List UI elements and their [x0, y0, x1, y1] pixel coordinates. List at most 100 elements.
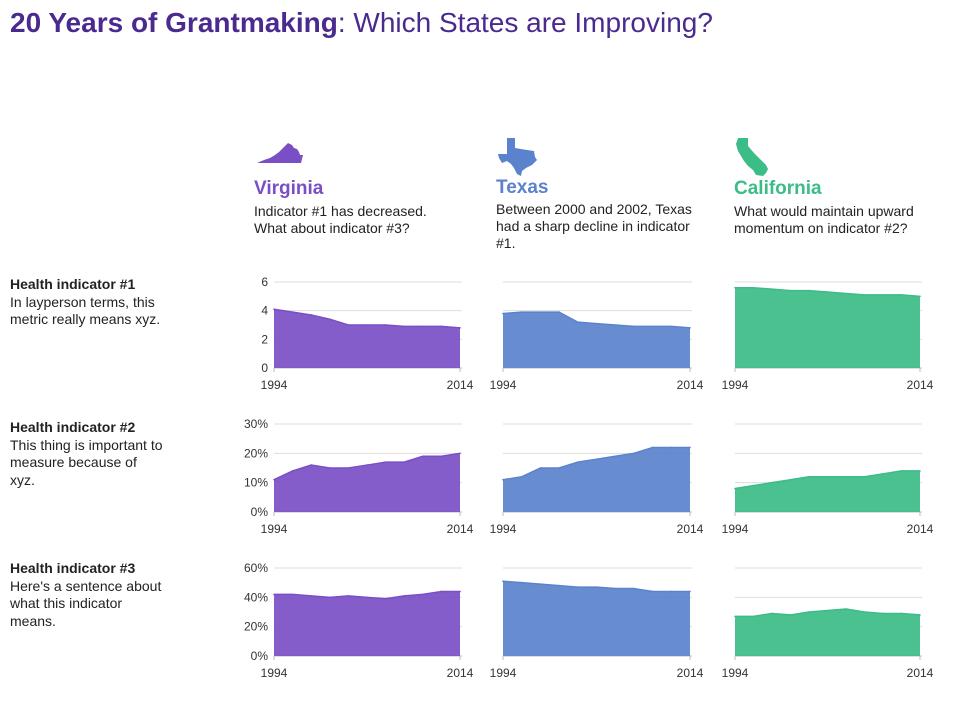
point-virginia-indicator-1-6 [384, 324, 387, 326]
point-virginia-indicator-1-5 [366, 324, 368, 326]
point-california-indicator-2-7 [863, 476, 866, 478]
x-tick-label-texas-indicator-1-0: 1994 [490, 378, 517, 392]
point-texas-indicator-2-3 [558, 467, 560, 469]
x-tick-label-virginia-indicator-1-0: 1994 [261, 378, 288, 392]
y-tick-label-virginia-indicator-1-3: 6 [261, 275, 268, 289]
point-texas-indicator-2-5 [595, 458, 598, 461]
state-name-texas: Texas [496, 177, 549, 198]
point-virginia-indicator-2-3 [329, 467, 331, 469]
x-tick-label-virginia-indicator-1-1: 2014 [447, 378, 474, 392]
area-virginia-indicator-1 [274, 309, 460, 368]
y-tick-label-virginia-indicator-3-3: 60% [244, 561, 268, 575]
chart-texas-indicator-2: 1994 2014 [490, 423, 704, 536]
point-virginia-indicator-2-1 [291, 470, 294, 472]
point-texas-indicator-3-1 [520, 581, 523, 584]
x-tick-label-california-indicator-3-0: 1994 [722, 666, 749, 680]
x-tick-label-california-indicator-1-0: 1994 [722, 378, 749, 392]
point-california-indicator-1-1 [752, 286, 755, 289]
state-description-texas: Between 2000 and 2002, Texas had a sharp… [496, 201, 692, 251]
point-texas-indicator-2-0 [502, 478, 504, 481]
y-tick-label-virginia-indicator-3-1: 20% [244, 620, 268, 634]
point-california-indicator-2-6 [845, 476, 847, 478]
point-california-indicator-2-1 [752, 484, 755, 487]
point-california-indicator-2-4 [808, 476, 810, 478]
point-virginia-indicator-1-8 [422, 325, 424, 328]
y-tick-label-virginia-indicator-2-0: 0% [251, 505, 269, 519]
indicator-2-title: Health indicator #2 [10, 419, 136, 435]
point-texas-indicator-3-2 [539, 583, 542, 585]
x-tick-label-california-indicator-1-1: 2014 [907, 378, 934, 392]
x-tick-label-texas-indicator-3-0: 1994 [490, 666, 517, 680]
point-california-indicator-1-6 [845, 292, 847, 295]
point-texas-indicator-1-10 [689, 327, 691, 329]
point-virginia-indicator-2-2 [310, 464, 313, 466]
x-tick-label-texas-indicator-2-1: 2014 [677, 522, 704, 536]
point-texas-indicator-3-3 [558, 584, 560, 587]
point-virginia-indicator-3-6 [384, 598, 387, 600]
state-name-virginia: Virginia [254, 178, 324, 199]
state-description-virginia: Indicator #1 has decreased. What about i… [254, 203, 427, 236]
x-tick-label-virginia-indicator-2-1: 2014 [447, 522, 474, 536]
point-california-indicator-1-4 [808, 289, 810, 292]
y-tick-label-virginia-indicator-1-0: 0 [261, 361, 268, 375]
point-virginia-indicator-2-7 [403, 461, 406, 463]
point-virginia-indicator-3-1 [291, 593, 294, 596]
chart-virginia-indicator-1: 0 2 4 6 1994 2014 [261, 275, 474, 392]
point-virginia-indicator-2-8 [422, 455, 424, 458]
point-texas-indicator-1-0 [502, 312, 504, 315]
point-virginia-indicator-3-4 [347, 595, 350, 597]
point-virginia-indicator-3-5 [366, 596, 368, 599]
x-tick-label-texas-indicator-2-0: 1994 [490, 522, 517, 536]
x-tick-label-california-indicator-2-1: 2014 [907, 522, 934, 536]
point-california-indicator-2-9 [900, 470, 903, 472]
point-virginia-indicator-1-10 [459, 327, 461, 329]
y-tick-label-virginia-indicator-3-0: 0% [251, 649, 269, 663]
point-virginia-indicator-3-10 [459, 590, 461, 593]
page-title-subtitle: : Which States are Improving? [337, 7, 713, 38]
point-california-indicator-3-7 [863, 611, 866, 613]
point-california-indicator-2-0 [734, 487, 736, 490]
indicator-1-label: Health indicator #1 In layperson terms, … [10, 276, 165, 329]
point-texas-indicator-2-2 [539, 467, 542, 469]
point-texas-indicator-3-7 [633, 587, 635, 590]
point-virginia-indicator-3-3 [329, 596, 331, 599]
point-california-indicator-2-2 [771, 481, 773, 484]
x-tick-label-virginia-indicator-3-1: 2014 [447, 666, 474, 680]
chart-virginia-indicator-3: 0% 20% 40% 60% 1994 2014 [244, 561, 474, 680]
point-virginia-indicator-2-9 [440, 455, 443, 458]
point-texas-indicator-3-4 [577, 586, 579, 588]
point-virginia-indicator-1-2 [310, 314, 313, 316]
point-virginia-indicator-3-9 [440, 590, 443, 593]
point-texas-indicator-2-10 [689, 446, 691, 449]
point-virginia-indicator-1-1 [291, 311, 294, 313]
point-california-indicator-3-3 [789, 614, 792, 616]
area-virginia-indicator-2 [274, 453, 460, 512]
point-texas-indicator-3-6 [614, 587, 616, 590]
indicator-3-label: Health indicator #3 Here's a sentence ab… [10, 560, 165, 630]
area-texas-indicator-3 [503, 581, 690, 656]
point-california-indicator-3-1 [752, 615, 755, 618]
page-title-main: 20 Years of Grantmaking [10, 7, 338, 38]
area-texas-indicator-2 [503, 447, 690, 512]
point-texas-indicator-2-9 [670, 446, 673, 449]
state-description-california: What would maintain upward momentum on i… [734, 203, 914, 236]
point-virginia-indicator-2-0 [273, 478, 275, 481]
y-tick-label-virginia-indicator-1-1: 2 [261, 332, 268, 346]
point-virginia-indicator-3-0 [273, 593, 275, 596]
point-california-indicator-1-9 [900, 294, 903, 296]
y-tick-label-virginia-indicator-3-2: 40% [244, 590, 268, 604]
point-california-indicator-3-4 [808, 611, 810, 613]
area-california-indicator-1 [735, 287, 920, 368]
indicator-3-description: Here's a sentence about what this indica… [10, 577, 162, 629]
point-california-indicator-2-3 [789, 478, 792, 481]
point-california-indicator-3-8 [882, 612, 884, 615]
point-california-indicator-2-5 [826, 476, 829, 478]
y-tick-label-virginia-indicator-2-2: 20% [244, 446, 268, 460]
point-california-indicator-3-0 [734, 615, 736, 618]
page-title: 20 Years of Grantmaking: Which States ar… [10, 6, 713, 40]
point-california-indicator-2-10 [919, 470, 921, 472]
point-california-indicator-3-10 [919, 614, 921, 616]
point-texas-indicator-1-6 [614, 324, 616, 326]
point-california-indicator-3-9 [900, 612, 903, 615]
